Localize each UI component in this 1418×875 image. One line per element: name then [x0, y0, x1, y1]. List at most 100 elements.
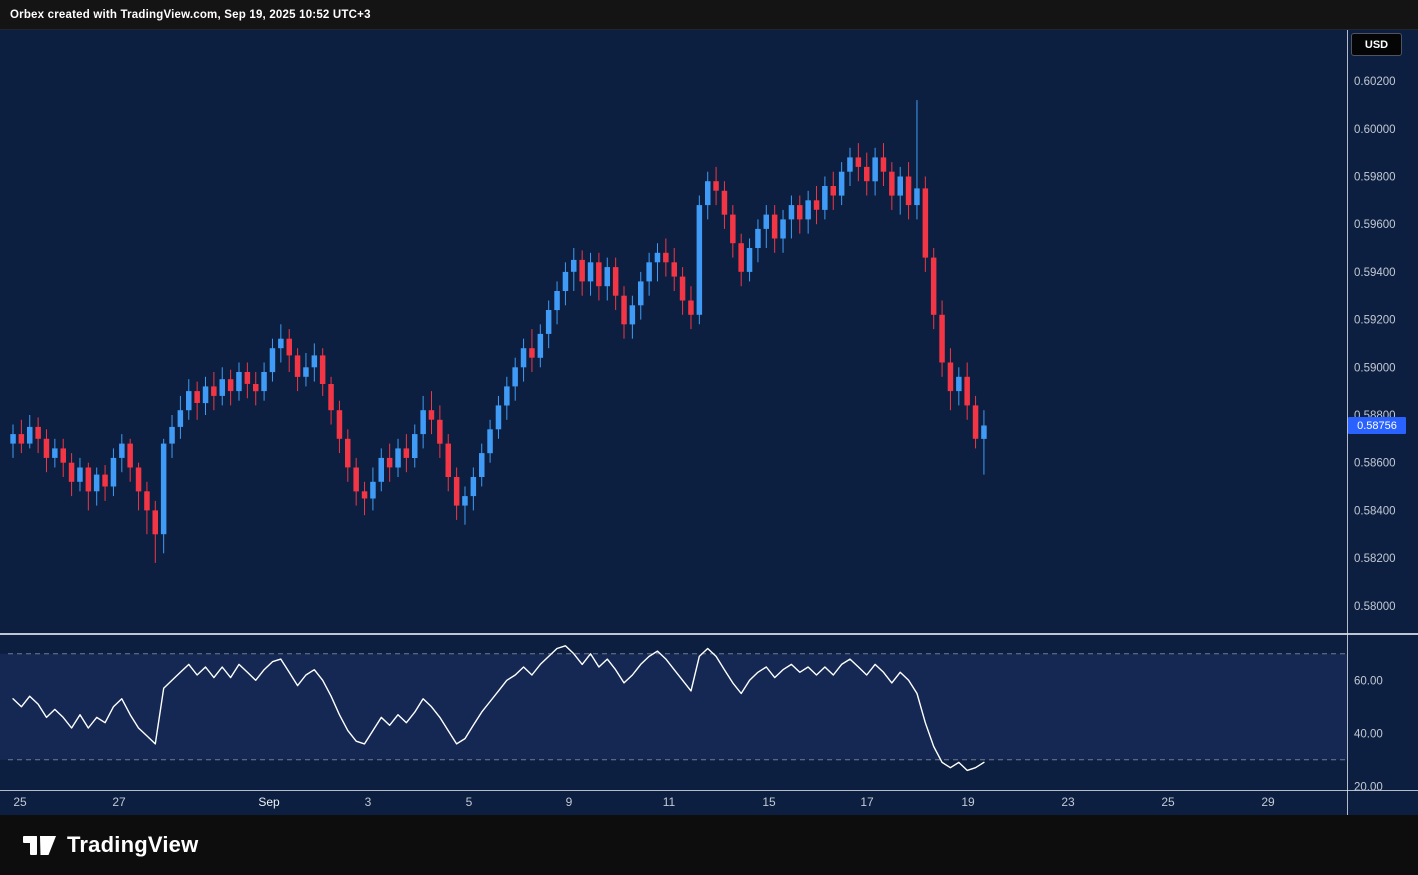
candle-body — [194, 391, 200, 403]
candle-body — [236, 372, 242, 392]
candle-body — [253, 384, 259, 392]
candle-body — [93, 474, 100, 492]
candle-body — [35, 426, 41, 439]
price-tick-label: 0.59000 — [1354, 362, 1396, 374]
candle-body — [119, 443, 125, 458]
candle-body — [713, 181, 719, 191]
candle-body — [311, 355, 318, 368]
candle-body — [880, 157, 887, 172]
candle-body — [771, 214, 778, 239]
time-tick-label: 15 — [762, 795, 776, 809]
tradingview-logo[interactable]: TradingView — [22, 832, 198, 858]
rsi-tick-label: 60.00 — [1354, 675, 1383, 687]
price-tick-label: 0.58600 — [1354, 458, 1396, 470]
candle-body — [897, 176, 903, 196]
candle-body — [562, 271, 569, 291]
candle-body — [587, 262, 594, 282]
rsi-pane — [0, 653, 1347, 761]
candle-body — [244, 372, 251, 384]
candle-body — [43, 438, 50, 458]
candle-body — [956, 376, 962, 392]
price-tick-label: 0.60200 — [1354, 76, 1396, 88]
candle-body — [395, 448, 401, 468]
candle-body — [746, 248, 753, 272]
candle-body — [571, 259, 577, 272]
time-tick-label: 27 — [112, 795, 126, 809]
candle-body — [219, 379, 225, 396]
candle-body — [847, 157, 853, 172]
candle-body — [453, 477, 460, 506]
candle-body — [855, 157, 862, 167]
time-tick-label: 23 — [1061, 795, 1075, 809]
candle-body — [889, 171, 895, 196]
candle-body — [738, 243, 744, 272]
time-axis[interactable]: 25 27 Sep 3 5 9 11 15 17 19 23 25 29 — [13, 795, 1275, 809]
candle-body — [914, 188, 920, 206]
candle-body — [211, 386, 217, 396]
price-axis[interactable]: 0.60200 0.60000 0.59800 0.59600 0.59400 0.592… — [1354, 76, 1396, 793]
candle-body — [545, 310, 552, 334]
candle-body — [629, 305, 636, 325]
candle-body — [328, 384, 334, 411]
candle-body — [27, 426, 33, 444]
candle-body — [370, 481, 376, 499]
candle-body — [110, 457, 117, 487]
candle-body — [135, 467, 142, 492]
candle-body — [127, 443, 133, 468]
candle-body — [788, 205, 795, 220]
candle-body — [755, 228, 761, 248]
candle-body — [18, 434, 25, 444]
candle-body — [386, 457, 393, 468]
candle-body — [68, 462, 75, 482]
candle-body — [905, 176, 912, 206]
candle-body — [412, 434, 418, 458]
candle-body — [981, 425, 987, 439]
candle-body — [922, 188, 929, 258]
candle-body — [437, 419, 443, 444]
candle-body — [654, 252, 661, 263]
currency-toggle-button[interactable]: USD — [1351, 33, 1402, 56]
candle-body — [939, 314, 945, 363]
header-bar: Orbex created with TradingView.com, Sep … — [0, 0, 1418, 30]
candle-body — [512, 367, 518, 387]
candle-body — [361, 491, 368, 499]
time-tick-label: 29 — [1261, 795, 1275, 809]
candle-body — [186, 391, 192, 411]
candlestick-series — [10, 100, 987, 563]
candle-body — [696, 205, 703, 315]
candle-body — [663, 252, 669, 263]
time-tick-label: 25 — [1161, 795, 1175, 809]
candle-body — [445, 443, 451, 477]
candle-body — [520, 348, 527, 368]
candle-body — [278, 338, 284, 349]
candle-body — [721, 190, 728, 215]
candle-body — [177, 410, 184, 427]
candle-body — [479, 453, 485, 477]
tradingview-logo-icon — [23, 835, 56, 855]
candle-body — [85, 467, 92, 492]
candle-body — [596, 262, 602, 287]
candle-body — [621, 295, 627, 325]
candle-body — [763, 214, 769, 229]
candle-body — [102, 474, 108, 487]
candle-body — [838, 171, 845, 196]
rsi-tick-label: 20.00 — [1354, 781, 1383, 793]
candle-body — [805, 200, 811, 220]
candle-body — [336, 410, 343, 439]
price-tick-label: 0.59400 — [1354, 267, 1396, 279]
candle-body — [77, 467, 83, 482]
candle-body — [353, 467, 359, 492]
candle-body — [679, 276, 686, 301]
candle-body — [10, 434, 16, 444]
candle-body — [303, 367, 309, 377]
candle-body — [286, 338, 292, 356]
candle-body — [319, 355, 326, 384]
candle-body — [822, 186, 828, 210]
candle-body — [705, 181, 711, 206]
candle-body — [403, 448, 410, 458]
candle-body — [60, 448, 66, 463]
candle-body — [579, 259, 585, 282]
candle-body — [420, 410, 426, 435]
